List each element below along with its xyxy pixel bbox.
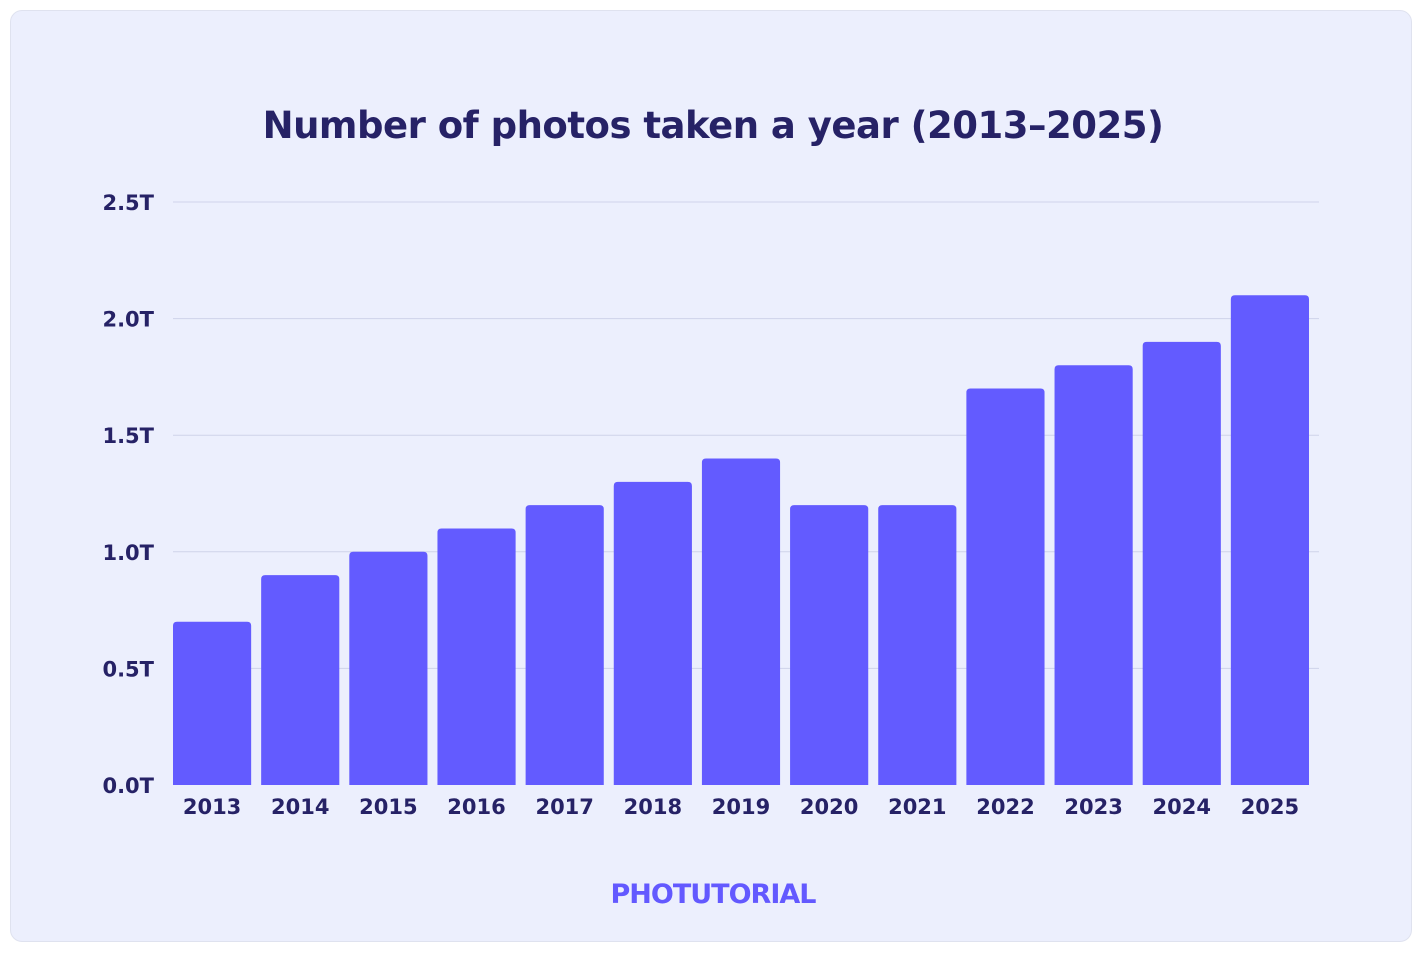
- bar-2023: [1054, 365, 1133, 785]
- x-tick-label: 2024: [1153, 795, 1211, 819]
- x-tick-label: 2018: [624, 795, 682, 819]
- bar-2020: [790, 505, 869, 785]
- bar-2014: [261, 575, 340, 785]
- bar-2016: [437, 528, 516, 785]
- x-tick-label: 2014: [271, 795, 329, 819]
- bar-2021: [878, 505, 957, 785]
- y-tick-label: 1.0T: [102, 541, 154, 565]
- bars: [173, 295, 1309, 785]
- bar-2018: [613, 481, 692, 785]
- x-tick-label: 2016: [447, 795, 505, 819]
- x-tick-label: 2021: [888, 795, 946, 819]
- y-tick-label: 2.0T: [102, 308, 154, 332]
- x-axis-tick-labels: 2013 2014 2015 2016 2017 2018 2019 2020 2021 2022…: [183, 795, 1299, 819]
- x-tick-label: 2020: [800, 795, 858, 819]
- x-tick-label: 2019: [712, 795, 770, 819]
- bar-2013: [173, 621, 252, 785]
- brand-logo: PHOTUTORIAL: [610, 879, 817, 910]
- x-tick-label: 2017: [535, 795, 593, 819]
- chart-title: Number of photos taken a year (2013–2025…: [262, 104, 1164, 147]
- x-tick-label: 2013: [183, 795, 241, 819]
- bar-2024: [1142, 341, 1221, 785]
- y-tick-label: 1.5T: [102, 424, 154, 448]
- x-tick-label: 2022: [976, 795, 1034, 819]
- y-tick-label: 2.5T: [102, 191, 154, 215]
- y-axis-tick-labels: 0.0T 0.5T 1.0T 1.5T 2.0T 2.5T: [102, 191, 154, 798]
- bar-2017: [525, 505, 604, 785]
- x-tick-label: 2023: [1064, 795, 1122, 819]
- bar-2022: [966, 388, 1045, 785]
- bar-2015: [349, 551, 428, 785]
- bar-2025: [1230, 295, 1309, 785]
- x-tick-label: 2015: [359, 795, 417, 819]
- x-tick-label: 2025: [1241, 795, 1299, 819]
- y-tick-label: 0.0T: [102, 774, 154, 798]
- bar-2019: [701, 458, 781, 785]
- y-tick-label: 0.5T: [102, 657, 154, 681]
